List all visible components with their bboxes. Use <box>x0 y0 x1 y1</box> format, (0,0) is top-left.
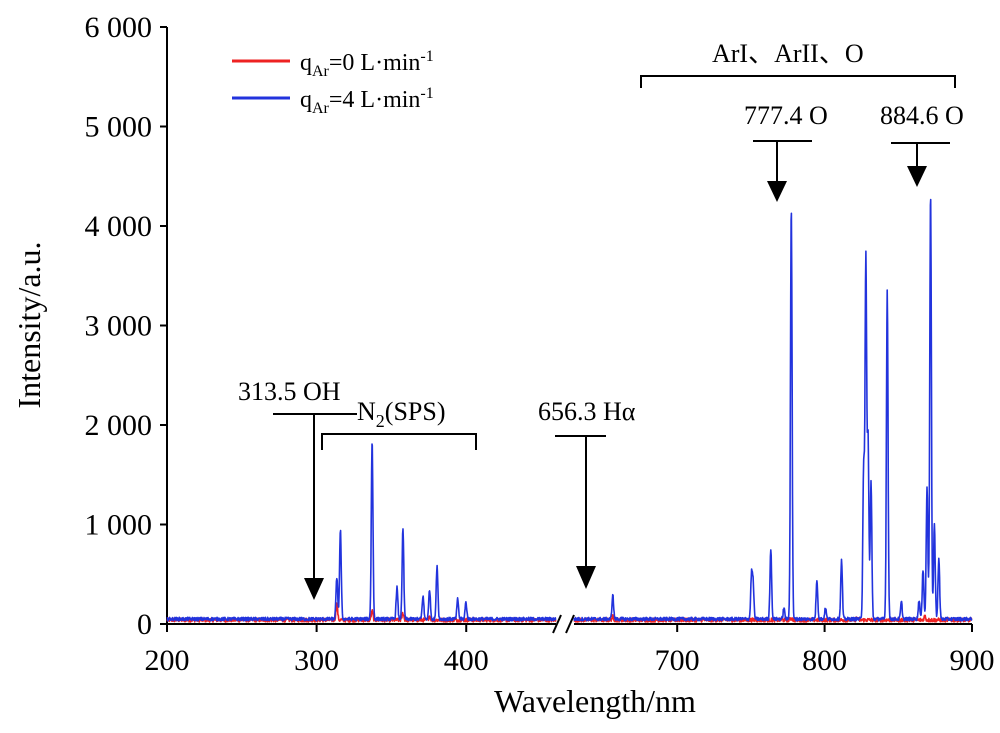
annotation-o777-arrowhead <box>767 181 787 202</box>
legend-label-0: qAr=0 L·min-1 <box>300 48 434 80</box>
x-tick-label: 400 <box>444 644 489 677</box>
y-tick-label: 4 000 <box>85 210 153 243</box>
y-tick-label: 3 000 <box>85 310 153 343</box>
y-tick-label: 2 000 <box>85 409 153 442</box>
y-tick-label: 5 000 <box>85 111 153 144</box>
y-tick-label: 6 000 <box>85 11 153 44</box>
y-axis-title: Intensity/a.u. <box>11 241 47 408</box>
annotation-ar-label: ArI、ArII、O <box>712 39 864 68</box>
annotation-o884-label: 884.6 O <box>880 101 964 130</box>
y-tick-label: 0 <box>137 608 152 641</box>
x-tick-label: 900 <box>950 644 995 677</box>
annotation-ha-label: 656.3 Hα <box>538 397 636 426</box>
annotation-oh-label: 313.5 OH <box>238 377 341 406</box>
annotation-ar-bracket <box>640 75 956 88</box>
legend: qAr=0 L·min-1 qAr=4 L·min-1 <box>232 48 434 117</box>
annotation-o777-label: 777.4 O <box>744 101 828 130</box>
x-tick-label: 300 <box>294 644 339 677</box>
annotation-oh-arrowhead <box>304 578 324 600</box>
axis-break-mark <box>552 614 575 634</box>
annotation-n2-bracket <box>321 433 477 450</box>
series-line-1-segment-0 <box>166 443 557 622</box>
x-tick-label: 200 <box>145 644 190 677</box>
x-axis-title: Wavelength/nm <box>494 683 696 719</box>
annotation-n2-label: N2(SPS) <box>357 397 445 431</box>
annotations: 313.5 OH N2(SPS) 656.3 Hα ArI、ArII、O 777… <box>238 39 964 600</box>
legend-label-1: qAr=4 L·min-1 <box>300 85 434 117</box>
x-tick-label: 800 <box>802 644 847 677</box>
y-tick-label: 1 000 <box>85 509 153 542</box>
series-line-1-segment-1 <box>573 198 973 622</box>
x-tick-label: 700 <box>655 644 700 677</box>
series-1 <box>166 198 973 622</box>
annotation-o884-arrowhead <box>907 166 927 187</box>
annotation-ha-arrowhead <box>576 566 596 589</box>
